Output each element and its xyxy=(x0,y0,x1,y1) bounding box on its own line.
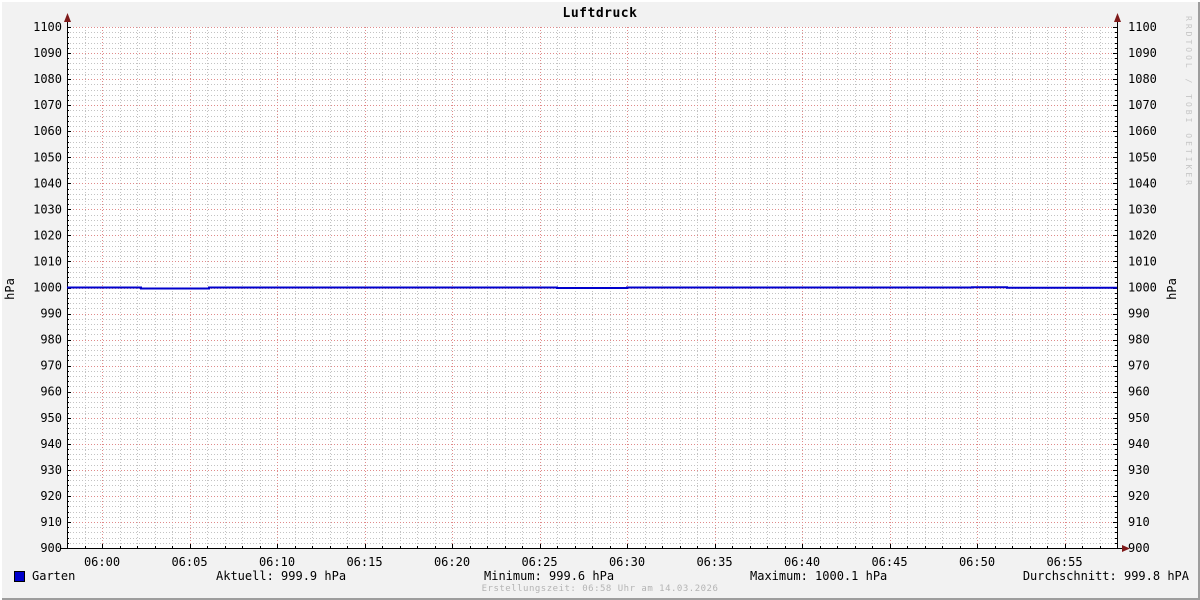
svg-text:1100: 1100 xyxy=(1128,20,1157,34)
stat-minimum: Minimum: 999.6 hPa xyxy=(484,569,615,583)
svg-text:1010: 1010 xyxy=(33,254,62,268)
series-lines xyxy=(67,286,1117,290)
series-color-swatch xyxy=(14,571,25,582)
legend-series: Garten xyxy=(14,570,75,583)
svg-text:910: 910 xyxy=(1128,515,1150,529)
svg-text:1030: 1030 xyxy=(1128,202,1157,216)
rrdtool-watermark: RRDTOOL / TOBI OETIKER xyxy=(1184,16,1193,188)
svg-text:1000: 1000 xyxy=(33,281,62,295)
svg-text:990: 990 xyxy=(1128,307,1150,321)
svg-text:1020: 1020 xyxy=(1128,228,1157,242)
stat-maximum: Maximum: 1000.1 hPa xyxy=(750,569,888,583)
svg-text:990: 990 xyxy=(40,307,62,321)
svg-text:1030: 1030 xyxy=(33,202,62,216)
svg-text:970: 970 xyxy=(40,359,62,373)
y-axis-unit-right: hPa xyxy=(1165,278,1179,300)
svg-text:950: 950 xyxy=(40,411,62,425)
series-line-garten xyxy=(67,286,1117,290)
svg-text:1070: 1070 xyxy=(33,98,62,112)
svg-text:1020: 1020 xyxy=(33,228,62,242)
svg-text:1080: 1080 xyxy=(33,72,62,86)
svg-text:1060: 1060 xyxy=(33,124,62,138)
svg-text:06:45: 06:45 xyxy=(871,555,907,569)
y-axis-arrow-left xyxy=(64,13,71,22)
svg-text:900: 900 xyxy=(1128,541,1150,555)
svg-text:920: 920 xyxy=(1128,489,1150,503)
svg-text:930: 930 xyxy=(1128,463,1150,477)
svg-text:950: 950 xyxy=(1128,411,1150,425)
svg-text:06:10: 06:10 xyxy=(259,555,295,569)
svg-text:06:35: 06:35 xyxy=(696,555,732,569)
svg-text:920: 920 xyxy=(40,489,62,503)
series-label: Garten xyxy=(32,569,76,583)
svg-text:1050: 1050 xyxy=(33,150,62,164)
svg-text:1100: 1100 xyxy=(33,20,62,34)
svg-text:1070: 1070 xyxy=(1128,98,1157,112)
stat-durchschnitt: Durchschnitt: 999.8 hPA xyxy=(1022,569,1189,583)
svg-text:1000: 1000 xyxy=(1128,281,1157,295)
svg-text:940: 940 xyxy=(40,437,62,451)
y-axis-unit-left: hPa xyxy=(3,278,17,300)
svg-text:980: 980 xyxy=(1128,333,1150,347)
svg-text:1090: 1090 xyxy=(33,46,62,60)
svg-text:1040: 1040 xyxy=(1128,176,1157,190)
svg-text:06:05: 06:05 xyxy=(171,555,207,569)
svg-text:1040: 1040 xyxy=(33,176,62,190)
svg-text:910: 910 xyxy=(40,515,62,529)
svg-text:1080: 1080 xyxy=(1128,72,1157,86)
tick-labels: 900 900 910 910 920 920 930 930 940 940 950 950 960 9… xyxy=(33,20,1157,569)
stat-aktuell: Aktuell: 999.9 hPa xyxy=(216,569,347,583)
svg-text:1090: 1090 xyxy=(1128,46,1157,60)
axis-layer xyxy=(60,13,1130,552)
svg-text:06:20: 06:20 xyxy=(434,555,470,569)
legend: Garten Aktuell: 999.9 hPa Minimum: 999.6… xyxy=(0,570,1200,583)
svg-text:06:50: 06:50 xyxy=(959,555,995,569)
svg-text:940: 940 xyxy=(1128,437,1150,451)
svg-text:930: 930 xyxy=(40,463,62,477)
svg-text:06:30: 06:30 xyxy=(609,555,645,569)
svg-text:06:15: 06:15 xyxy=(346,555,382,569)
svg-text:06:40: 06:40 xyxy=(784,555,820,569)
svg-text:1010: 1010 xyxy=(1128,254,1157,268)
svg-text:06:55: 06:55 xyxy=(1046,555,1082,569)
svg-text:900: 900 xyxy=(40,541,62,555)
x-axis-arrow xyxy=(1122,545,1130,552)
svg-text:960: 960 xyxy=(40,385,62,399)
svg-text:1050: 1050 xyxy=(1128,150,1157,164)
svg-text:980: 980 xyxy=(40,333,62,347)
svg-text:06:25: 06:25 xyxy=(521,555,557,569)
grid-layer xyxy=(67,27,1117,549)
svg-text:960: 960 xyxy=(1128,385,1150,399)
svg-text:1060: 1060 xyxy=(1128,124,1157,138)
svg-text:970: 970 xyxy=(1128,359,1150,373)
y-axis-arrow-right xyxy=(1114,13,1121,22)
svg-text:06:00: 06:00 xyxy=(84,555,120,569)
creation-timestamp: Erstellungszeit: 06:58 Uhr am 14.03.2026 xyxy=(481,584,719,594)
chart-title: Luftdruck xyxy=(562,6,638,21)
